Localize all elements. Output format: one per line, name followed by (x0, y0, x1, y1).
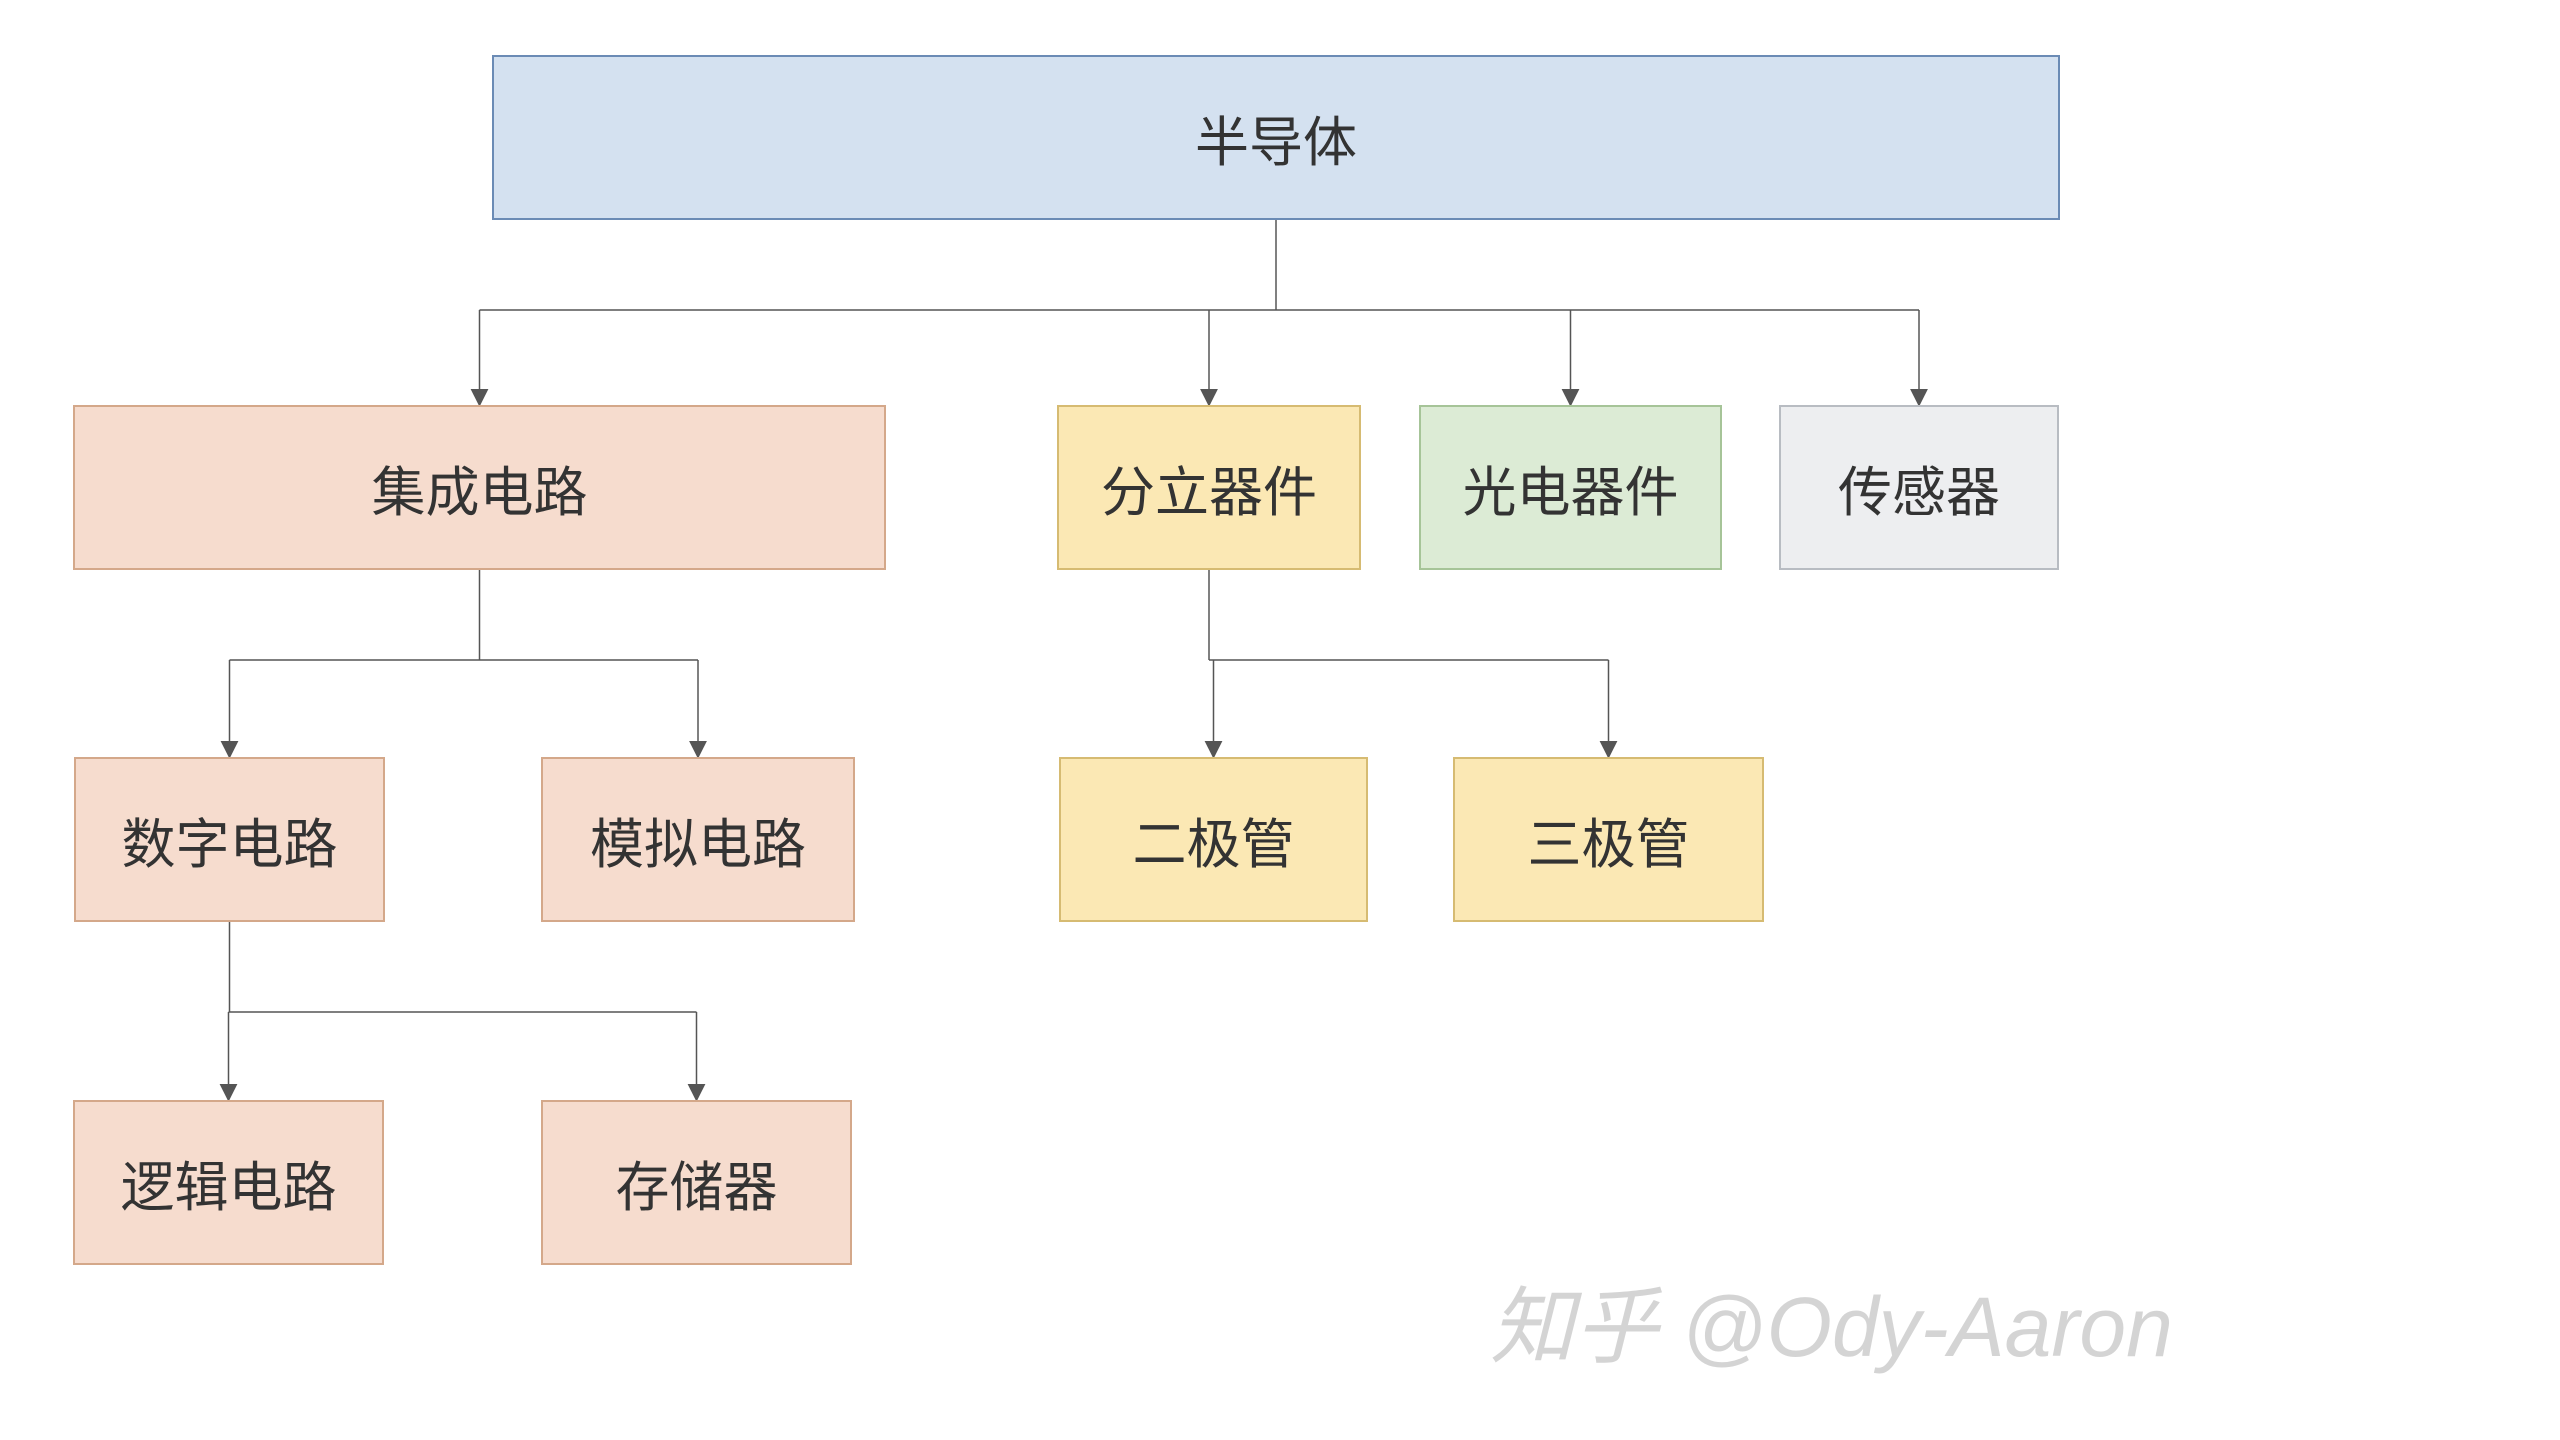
node-label: 光电器件 (1463, 448, 1679, 527)
node-triode: 三极管 (1453, 757, 1764, 922)
node-label: 二极管 (1133, 800, 1295, 879)
node-root: 半导体 (492, 55, 2060, 220)
node-label: 分立器件 (1101, 448, 1317, 527)
node-sensor: 传感器 (1779, 405, 2059, 570)
node-analog: 模拟电路 (541, 757, 855, 922)
node-label: 集成电路 (372, 448, 588, 527)
node-label: 数字电路 (122, 800, 338, 879)
node-label: 逻辑电路 (121, 1143, 337, 1222)
node-label: 三极管 (1528, 800, 1690, 879)
node-opto: 光电器件 (1419, 405, 1722, 570)
node-label: 半导体 (1195, 98, 1357, 177)
node-label: 存储器 (616, 1143, 778, 1222)
node-label: 模拟电路 (590, 800, 806, 879)
watermark-text: 知乎 @Ody-Aaron (1490, 1260, 2173, 1381)
node-digital: 数字电路 (74, 757, 385, 922)
node-discrete: 分立器件 (1057, 405, 1361, 570)
node-logic: 逻辑电路 (73, 1100, 384, 1265)
node-ic: 集成电路 (73, 405, 886, 570)
node-diode: 二极管 (1059, 757, 1368, 922)
node-memory: 存储器 (541, 1100, 852, 1265)
node-label: 传感器 (1838, 448, 2000, 527)
